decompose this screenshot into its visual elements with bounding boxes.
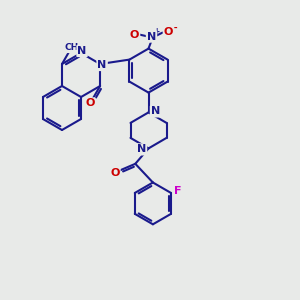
Text: N: N bbox=[98, 60, 107, 70]
Text: O: O bbox=[85, 98, 94, 108]
Text: O: O bbox=[164, 27, 173, 37]
Text: +: + bbox=[153, 27, 160, 36]
Text: N: N bbox=[151, 106, 160, 116]
Text: F: F bbox=[174, 186, 182, 196]
Text: O: O bbox=[110, 168, 120, 178]
Text: −: − bbox=[170, 22, 178, 33]
Text: N: N bbox=[77, 46, 87, 56]
Text: N: N bbox=[147, 32, 156, 42]
Text: N: N bbox=[137, 144, 146, 154]
Text: O: O bbox=[130, 30, 139, 40]
Text: CH₃: CH₃ bbox=[64, 43, 83, 52]
